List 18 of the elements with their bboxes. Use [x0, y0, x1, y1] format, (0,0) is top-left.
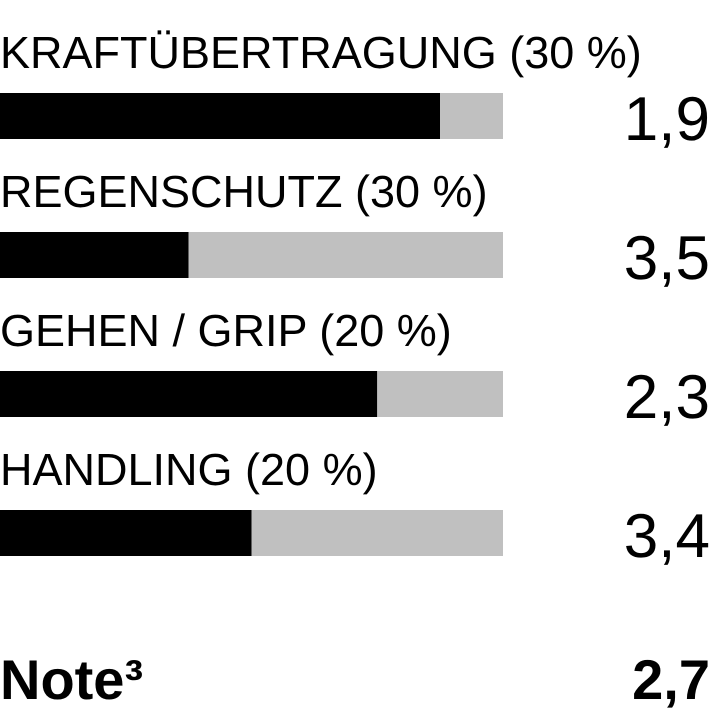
- text: 2,7: [632, 648, 710, 711]
- text: Note³: [0, 648, 144, 711]
- bar: [377, 371, 503, 417]
- text: 2,3: [624, 363, 710, 432]
- bar: [252, 510, 503, 556]
- text: 3,4: [624, 502, 710, 571]
- y-tick-label: REGENSCHUTZ (30 %): [0, 166, 488, 217]
- bar: [440, 93, 503, 139]
- bar: [0, 93, 440, 139]
- bar: [0, 371, 378, 417]
- text: 3,5: [624, 224, 710, 293]
- bar: [0, 232, 189, 278]
- y-tick-label: KRAFTÜBERTRAGUNG (30 %): [0, 27, 642, 78]
- bar: [0, 510, 252, 556]
- bar: [188, 232, 503, 278]
- text: 1,9: [624, 85, 710, 154]
- y-tick-label: GEHEN / GRIP (20 %): [0, 305, 452, 356]
- y-tick-label: HANDLING (20 %): [0, 444, 378, 495]
